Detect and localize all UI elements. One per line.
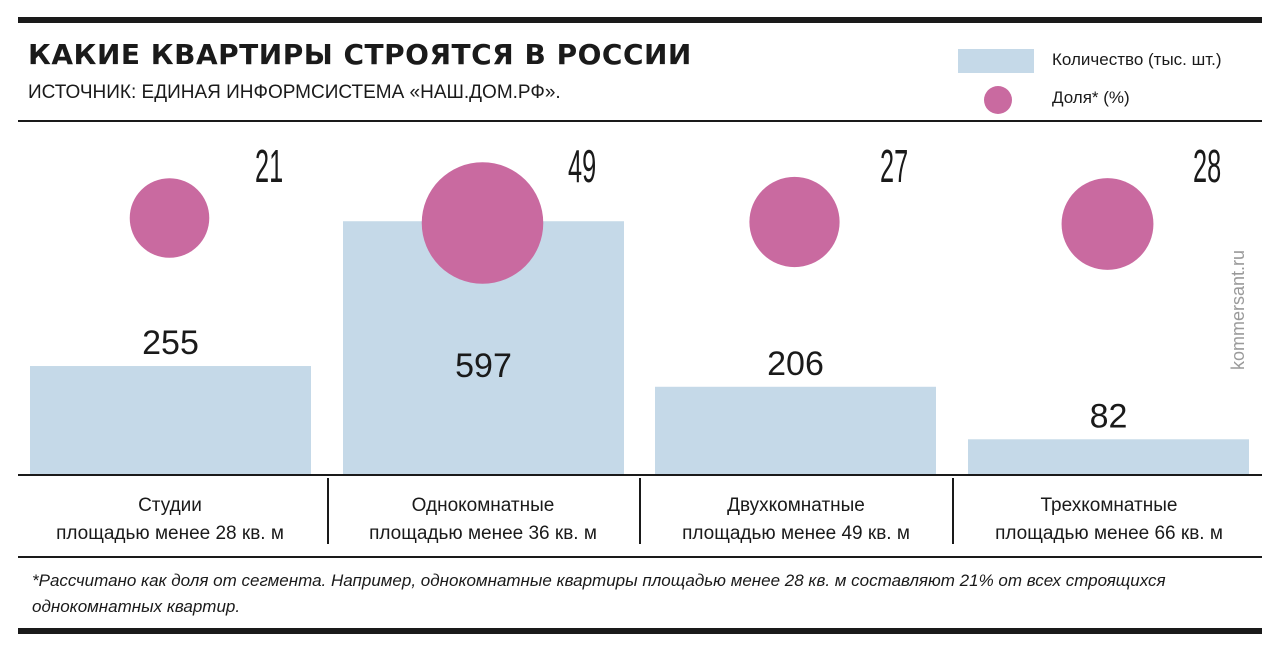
category-label-one-room: Однокомнатные площадью менее 36 кв. м (327, 492, 639, 548)
share-value-label: 28 (1193, 140, 1221, 192)
bubble-studio (129, 178, 210, 258)
top-rule (18, 17, 1262, 23)
chart-subtitle: ИСТОЧНИК: ЕДИНАЯ ИНФОРМСИСТЕМА «НАШ.ДОМ.… (28, 82, 561, 103)
legend-bubble-swatch (984, 86, 1012, 114)
category-name: Студии (138, 495, 202, 516)
legend-bar-swatch (958, 49, 1034, 73)
category-separator (639, 478, 641, 544)
bar-value-label: 82 (1090, 397, 1128, 435)
share-value-label: 49 (568, 140, 596, 192)
chart-baseline (18, 474, 1262, 476)
watermark: kommersant.ru (1228, 249, 1248, 370)
footnote: *Рассчитано как доля от сегмента. Наприм… (32, 571, 1166, 616)
share-value-label: 21 (255, 140, 283, 192)
header-divider (18, 120, 1262, 122)
chart-plot: 255 597 206 82 21 49 27 28 (30, 140, 1249, 474)
category-name: Двухкомнатные (727, 495, 865, 516)
legend-share-label: Доля* (%) (1052, 88, 1130, 107)
legend-count-label: Количество (тыс. шт.) (1052, 50, 1222, 69)
labels-divider (18, 556, 1262, 558)
bubble-one-room (421, 162, 544, 284)
bubble-two-room (749, 176, 840, 268)
category-label-three-room: Трехкомнатные площадью менее 66 кв. м (953, 492, 1265, 548)
bar-value-label: 597 (455, 347, 512, 385)
category-area: площадью менее 49 кв. м (682, 523, 910, 544)
category-separator (327, 478, 329, 544)
category-label-two-room: Двухкомнатные площадью менее 49 кв. м (640, 492, 952, 548)
bubble-three-room (1061, 178, 1154, 270)
category-area: площадью менее 66 кв. м (995, 523, 1223, 544)
bar-value-label: 255 (142, 324, 199, 362)
bar-studio (30, 366, 311, 474)
chart-title: КАКИЕ КВАРТИРЫ СТРОЯТСЯ В РОССИИ (28, 38, 692, 71)
category-label-studio: Студии площадью менее 28 кв. м (14, 492, 326, 548)
category-name: Однокомнатные (411, 495, 555, 516)
category-area: площадью менее 36 кв. м (369, 523, 597, 544)
legend: Количество (тыс. шт.) Доля* (%) (958, 44, 1258, 116)
bar-two-room (655, 386, 936, 474)
share-value-label: 27 (880, 140, 908, 192)
category-area: площадью менее 28 кв. м (56, 523, 284, 544)
category-name: Трехкомнатные (1040, 495, 1178, 516)
category-separator (952, 478, 954, 544)
bar-three-room (968, 439, 1249, 474)
bar-value-label: 206 (767, 345, 824, 383)
bottom-rule (18, 628, 1262, 634)
